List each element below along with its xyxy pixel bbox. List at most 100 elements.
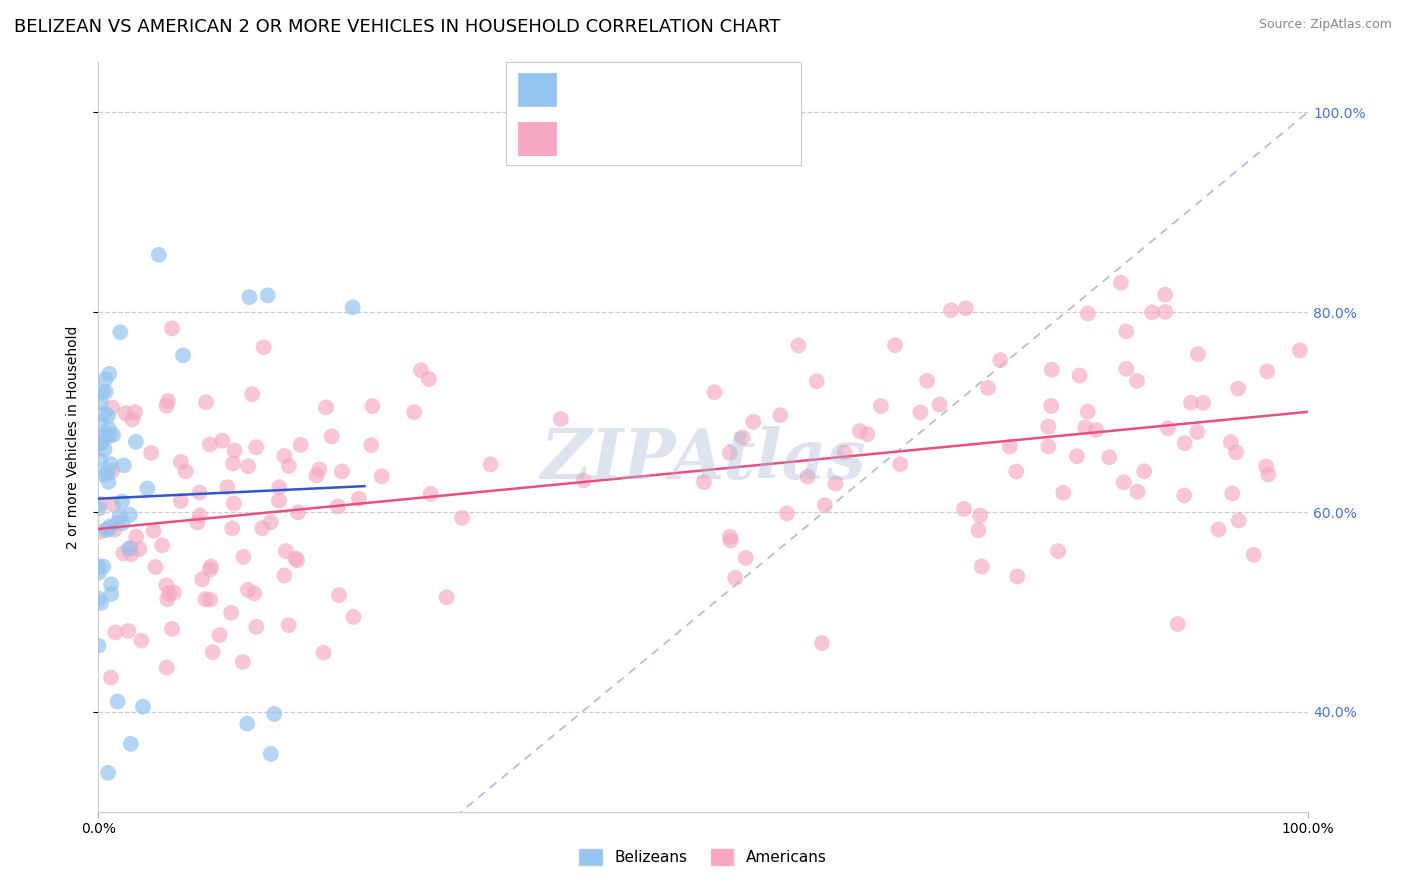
Americans: [315, 401, 337, 415]
Americans: [112, 546, 135, 560]
Americans: [342, 610, 364, 624]
FancyBboxPatch shape: [517, 122, 557, 155]
Americans: [211, 434, 233, 448]
Americans: [200, 559, 222, 574]
Americans: [1066, 449, 1088, 463]
Americans: [1157, 421, 1180, 435]
Americans: [718, 446, 741, 460]
Belizeans: [93, 407, 115, 421]
Belizeans: [342, 300, 364, 314]
Belizeans: [93, 468, 115, 483]
Americans: [1040, 399, 1063, 413]
Americans: [889, 457, 911, 471]
Americans: [1227, 382, 1250, 396]
Belizeans: [236, 716, 259, 731]
Americans: [1038, 439, 1060, 453]
Belizeans: [87, 430, 110, 444]
Americans: [252, 521, 274, 535]
Americans: [308, 462, 330, 476]
Americans: [1077, 306, 1099, 320]
Americans: [156, 394, 179, 409]
Americans: [1007, 569, 1029, 583]
Belizeans: [87, 566, 110, 580]
Americans: [287, 505, 309, 519]
Americans: [195, 395, 218, 409]
Text: 0.251: 0.251: [624, 78, 676, 96]
Americans: [120, 547, 142, 561]
Americans: [1167, 616, 1189, 631]
Americans: [1225, 445, 1247, 459]
Belizeans: [118, 508, 141, 522]
Americans: [1052, 485, 1074, 500]
Belizeans: [97, 409, 120, 423]
Americans: [742, 415, 765, 429]
Americans: [1289, 343, 1312, 358]
Belizeans: [125, 434, 148, 449]
Americans: [1243, 548, 1265, 562]
Text: N =: N =: [683, 78, 720, 96]
Americans: [814, 498, 837, 512]
Americans: [796, 469, 818, 483]
Americans: [1154, 305, 1177, 319]
Americans: [121, 412, 143, 426]
Americans: [1256, 364, 1278, 378]
Americans: [988, 353, 1011, 368]
Americans: [267, 493, 290, 508]
Belizeans: [90, 417, 112, 432]
Americans: [1069, 368, 1091, 383]
Americans: [243, 586, 266, 600]
Belizeans: [110, 325, 132, 339]
Americans: [274, 544, 297, 558]
Belizeans: [97, 765, 120, 780]
Belizeans: [112, 458, 135, 473]
Belizeans: [172, 348, 194, 362]
Belizeans: [90, 436, 112, 450]
Americans: [1115, 325, 1137, 339]
Americans: [89, 524, 111, 539]
Belizeans: [89, 436, 111, 450]
Belizeans: [107, 694, 129, 708]
Americans: [361, 399, 384, 413]
Americans: [155, 399, 177, 413]
Americans: [224, 443, 246, 458]
Americans: [156, 660, 179, 674]
Americans: [370, 469, 392, 483]
Americans: [1187, 425, 1209, 439]
Americans: [198, 592, 221, 607]
Belizeans: [97, 475, 120, 489]
Americans: [834, 445, 856, 459]
Americans: [1220, 486, 1243, 500]
Americans: [869, 399, 891, 413]
Americans: [208, 628, 231, 642]
Americans: [824, 476, 846, 491]
Americans: [1040, 362, 1063, 376]
Americans: [550, 412, 572, 426]
FancyBboxPatch shape: [517, 73, 557, 105]
Belizeans: [96, 466, 118, 480]
Text: R =: R =: [574, 78, 610, 96]
Text: 0.261: 0.261: [624, 128, 676, 145]
Belizeans: [87, 559, 110, 574]
Americans: [89, 497, 111, 511]
Americans: [269, 480, 291, 494]
Americans: [977, 381, 1000, 395]
Americans: [94, 432, 117, 446]
Americans: [1174, 436, 1197, 450]
Belizeans: [101, 428, 124, 442]
Americans: [1126, 484, 1149, 499]
Americans: [222, 456, 245, 470]
Americans: [219, 606, 242, 620]
Americans: [419, 487, 441, 501]
Belizeans: [108, 509, 131, 524]
Americans: [326, 500, 349, 514]
Americans: [967, 523, 990, 537]
Americans: [101, 401, 124, 415]
Americans: [170, 455, 193, 469]
Americans: [1208, 523, 1230, 537]
Americans: [232, 549, 254, 564]
Americans: [418, 372, 440, 386]
Americans: [451, 511, 474, 525]
Belizeans: [89, 436, 111, 450]
Americans: [240, 387, 263, 401]
Americans: [969, 508, 991, 523]
